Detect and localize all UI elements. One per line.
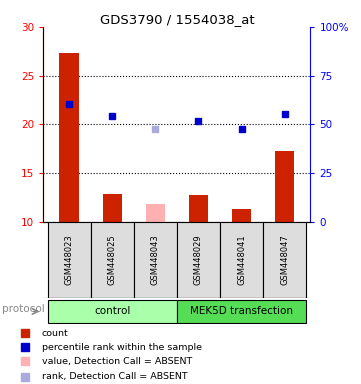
Text: control: control	[94, 306, 130, 316]
Bar	[48, 222, 91, 298]
Bar	[275, 151, 294, 222]
Bar	[60, 53, 79, 222]
Bar	[145, 204, 165, 222]
Text: GSM448041: GSM448041	[237, 235, 246, 285]
Bar	[232, 209, 251, 222]
Title: GDS3790 / 1554038_at: GDS3790 / 1554038_at	[100, 13, 254, 26]
Bar	[177, 222, 220, 298]
Text: value, Detection Call = ABSENT: value, Detection Call = ABSENT	[42, 357, 192, 366]
Bar	[263, 222, 306, 298]
Bar	[91, 222, 134, 298]
Text: GSM448029: GSM448029	[194, 235, 203, 285]
Bar	[103, 194, 122, 222]
Bar	[48, 300, 177, 323]
Text: GSM448025: GSM448025	[108, 235, 117, 285]
Bar	[189, 195, 208, 222]
Bar	[177, 300, 306, 323]
Text: protocol: protocol	[2, 304, 45, 314]
Bar	[134, 222, 177, 298]
Text: rank, Detection Call = ABSENT: rank, Detection Call = ABSENT	[42, 372, 187, 381]
Text: count: count	[42, 329, 69, 338]
Text: GSM448023: GSM448023	[65, 235, 74, 285]
Text: MEK5D transfection: MEK5D transfection	[190, 306, 293, 316]
Bar	[220, 222, 263, 298]
Text: GSM448047: GSM448047	[280, 235, 289, 285]
Text: GSM448043: GSM448043	[151, 235, 160, 285]
Text: percentile rank within the sample: percentile rank within the sample	[42, 343, 202, 352]
